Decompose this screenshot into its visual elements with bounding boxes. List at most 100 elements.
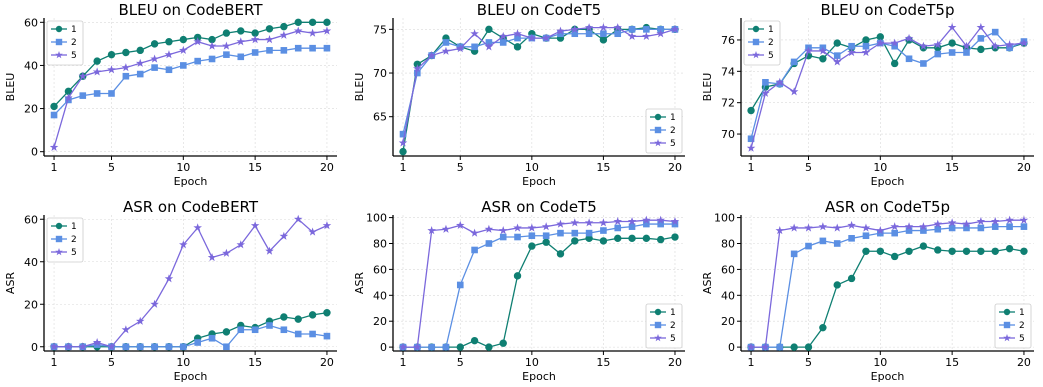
data-point-series-5: [484, 224, 494, 233]
legend-box: [46, 217, 84, 263]
data-point-series-5: [322, 221, 332, 230]
data-point-series-5: [222, 248, 231, 257]
data-point-series-2: [194, 339, 201, 346]
y-tick-label: 80: [373, 237, 387, 250]
data-point-series-2: [442, 343, 450, 351]
data-point-series-1: [513, 272, 522, 280]
legend-label: 5: [670, 334, 676, 344]
data-point-series-2: [963, 49, 970, 56]
data-point-series-1: [876, 33, 885, 41]
x-tick-label: 1: [51, 161, 58, 174]
data-point-series-5: [179, 45, 188, 54]
data-point-series-2: [1006, 44, 1013, 52]
data-point-series-2: [428, 343, 435, 351]
data-point-series-5: [92, 67, 102, 76]
data-point-series-1: [456, 343, 464, 351]
data-point-series-2: [1006, 223, 1013, 230]
data-point-series-1: [977, 247, 985, 255]
chart-title: ASR on CodeT5: [481, 198, 597, 216]
legend-marker-1: [654, 113, 662, 121]
data-point-series-5: [427, 226, 436, 235]
data-point-series-5: [1019, 215, 1029, 224]
y-tick-label: 70: [721, 128, 735, 141]
data-point-series-2: [614, 224, 622, 232]
legend-label: 1: [768, 25, 774, 35]
legend-marker-5: [55, 248, 63, 256]
data-point-series-2: [877, 229, 884, 237]
data-point-series-1: [93, 57, 101, 65]
x-axis-label: Epoch: [522, 175, 556, 188]
data-point-series-5: [962, 219, 971, 228]
data-point-series-1: [294, 315, 302, 323]
legend: 1 2 5: [994, 303, 1032, 349]
x-tick-label: 5: [108, 356, 115, 369]
data-point-series-1: [905, 247, 913, 255]
data-point-series-2: [223, 343, 230, 351]
data-point-series-2: [977, 224, 985, 232]
data-point-series-5: [627, 216, 637, 226]
legend-box: [994, 303, 1032, 349]
data-point-series-1: [64, 87, 73, 96]
data-point-series-5: [413, 64, 422, 73]
data-point-series-2: [309, 44, 316, 52]
data-point-series-5: [322, 26, 332, 35]
y-tick-label: 60: [24, 16, 38, 29]
data-point-series-2: [585, 30, 593, 38]
data-point-series-1: [399, 147, 407, 156]
data-point-series-5: [933, 40, 943, 49]
y-tick-label: 65: [373, 111, 387, 124]
y-axis-label: ASR: [353, 272, 366, 295]
data-point-series-5: [627, 31, 637, 40]
data-point-series-2: [251, 326, 259, 334]
legend-label: 1: [670, 113, 676, 123]
data-point-series-1: [876, 247, 885, 255]
y-tick-label: 40: [24, 59, 38, 72]
data-point-series-1: [237, 27, 245, 35]
legend-label: 1: [1019, 308, 1025, 318]
data-point-series-2: [456, 281, 464, 289]
data-point-series-1: [948, 39, 956, 47]
data-point-series-2: [833, 240, 841, 247]
data-point-series-2: [585, 229, 593, 237]
data-point-series-2: [643, 220, 650, 228]
legend-marker-5: [654, 139, 662, 147]
legend: 1 2 5: [743, 20, 781, 66]
y-tick-label: 80: [721, 237, 735, 250]
data-point-series-1: [747, 106, 755, 115]
y-tick-label: 72: [721, 97, 735, 110]
data-point-series-1: [107, 50, 116, 59]
data-point-series-2: [136, 343, 144, 351]
data-point-series-1: [642, 234, 651, 243]
data-point-series-5: [947, 218, 957, 227]
data-point-series-5: [570, 24, 580, 33]
legend-label: 2: [1019, 321, 1025, 331]
data-point-series-1: [862, 36, 870, 44]
x-tick-label: 5: [805, 161, 812, 174]
data-point-series-5: [861, 48, 871, 57]
data-point-series-5: [293, 214, 303, 223]
y-tick-label: 75: [373, 23, 387, 36]
data-point-series-1: [122, 48, 130, 57]
legend-marker-1: [55, 25, 63, 33]
data-point-series-1: [150, 40, 159, 48]
x-axis-label: Epoch: [871, 370, 905, 383]
y-tick-label: 100: [714, 212, 735, 225]
legend-label: 2: [71, 38, 77, 48]
y-tick-label: 20: [24, 103, 38, 116]
data-point-series-5: [556, 219, 565, 228]
data-point-series-1: [599, 36, 608, 44]
y-axis-label: ASR: [701, 272, 714, 295]
y-tick-label: 76: [721, 34, 735, 47]
data-point-series-1: [265, 25, 274, 33]
data-point-series-5: [293, 26, 303, 35]
data-point-series-1: [542, 238, 550, 246]
data-point-series-5: [107, 65, 116, 74]
data-point-series-5: [193, 223, 202, 232]
data-point-series-2: [499, 39, 507, 46]
x-tick-label: 1: [748, 161, 755, 174]
data-point-series-2: [251, 49, 259, 56]
legend: 1 2 5: [46, 20, 84, 66]
data-point-series-2: [208, 334, 216, 342]
y-tick-label: 40: [24, 256, 38, 269]
